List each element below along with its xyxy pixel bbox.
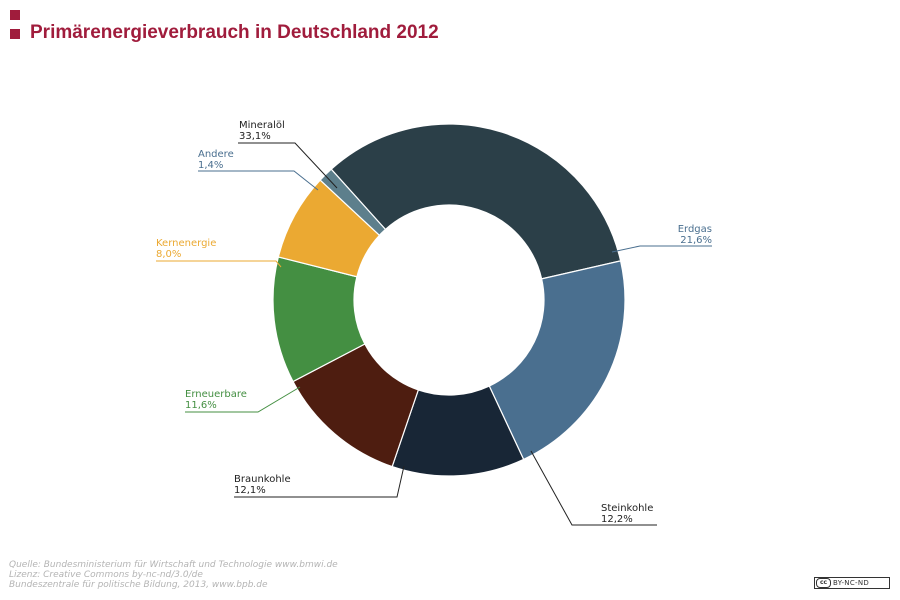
- title-marker-top: [10, 10, 20, 20]
- slice-label-3: Braunkohle: [234, 474, 291, 485]
- donut-slice-0: [330, 123, 622, 280]
- cc-icon: cc: [816, 578, 831, 588]
- slice-label-4: Erneuerbare: [185, 389, 247, 400]
- cc-license-badge[interactable]: cc BY-NC-ND: [814, 577, 890, 589]
- slice-value-5: 8,0%: [156, 249, 181, 260]
- slice-value-6: 1,4%: [198, 160, 223, 171]
- leader-line-5: [156, 260, 282, 268]
- cc-license-text: BY-NC-ND: [833, 579, 870, 587]
- leader-line-3: [234, 465, 405, 498]
- license-note: Lizenz: Creative Commons by-nc-nd/3.0/de: [9, 570, 203, 580]
- slice-label-6: Andere: [198, 149, 234, 160]
- source-note: Quelle: Bundesministerium für Wirtschaft…: [9, 560, 338, 570]
- leader-line-2: [530, 450, 657, 526]
- slice-value-2: 12,2%: [601, 514, 633, 525]
- slice-label-5: Kernenergie: [156, 238, 216, 249]
- footer: Quelle: Bundesministerium für Wirtschaft…: [9, 560, 338, 590]
- slice-value-3: 12,1%: [234, 485, 266, 496]
- leader-line-0: [238, 142, 338, 189]
- slice-label-2: Steinkohle: [601, 503, 653, 514]
- chart-title: Primärenergieverbrauch in Deutschland 20…: [30, 22, 439, 43]
- leader-line-1: [611, 245, 712, 253]
- leader-line-4: [185, 386, 301, 413]
- publisher-note: Bundeszentrale für politische Bildung, 2…: [9, 580, 268, 590]
- donut-slice-6: [319, 168, 387, 237]
- slice-label-0: Mineralöl: [239, 120, 285, 131]
- slice-value-0: 33,1%: [239, 131, 271, 142]
- slice-value-4: 11,6%: [185, 400, 217, 411]
- slice-value-1: 21,6%: [680, 235, 712, 246]
- leader-line-6: [198, 170, 319, 191]
- title-marker: [10, 29, 20, 39]
- slice-label-1: Erdgas: [678, 224, 712, 235]
